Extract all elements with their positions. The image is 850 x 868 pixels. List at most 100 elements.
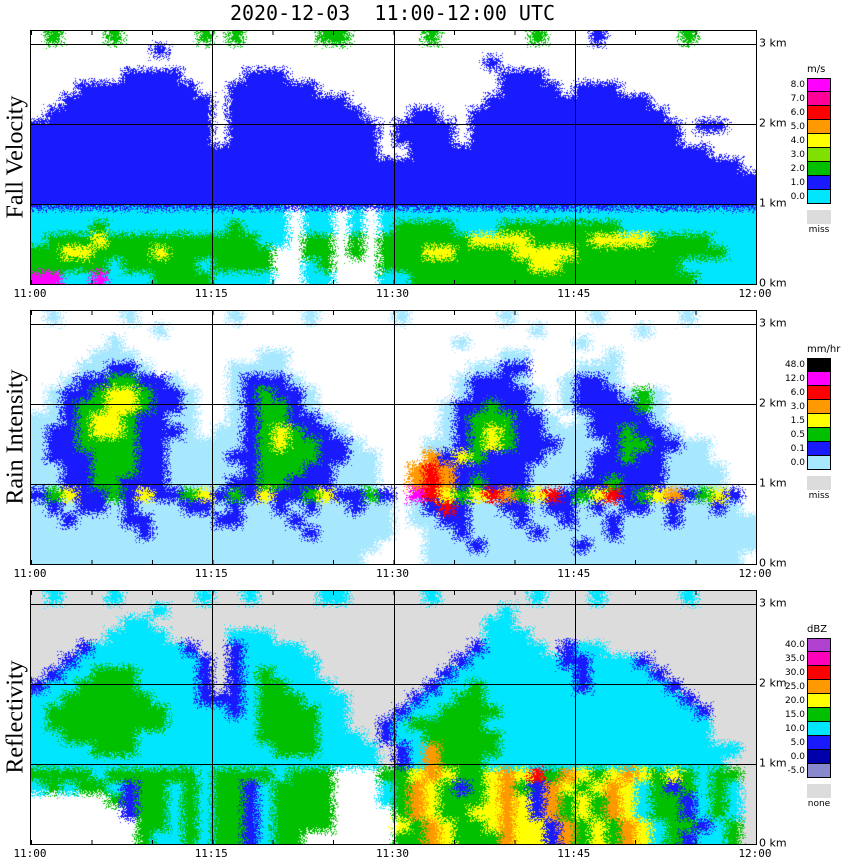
legend-color-swatch <box>807 708 831 722</box>
legend-entry-label: 15.0 <box>784 710 805 720</box>
y-axis-label: Rain Intensity <box>2 369 29 505</box>
legend-entries: 8.0 7.0 6.0 5.0 4.0 3.0 2.0 1.0 0.0 <box>783 78 839 204</box>
legend-entry: 2.0 <box>783 162 839 176</box>
legend-entry: 10.0 <box>783 722 839 736</box>
km-tick-label: 1 km <box>759 196 787 210</box>
legend-color-swatch <box>807 736 831 750</box>
legend-missing-swatch <box>807 784 831 798</box>
km-tick-label: 3 km <box>759 316 787 330</box>
figure-title: 2020-12-03 11:00-12:00 UTC <box>229 1 556 25</box>
legend-color-swatch <box>807 386 831 400</box>
x-tick-label: 11:00 <box>13 847 47 860</box>
km-tick-label: 0 km <box>759 276 787 290</box>
grid-line-vertical <box>212 311 213 564</box>
legend-entry-label: 5.0 <box>790 122 805 132</box>
grid-line-vertical <box>394 31 395 284</box>
x-tick-label: 12:00 <box>738 567 772 580</box>
tick-marks-bottom <box>31 280 756 284</box>
legend-missing-label: miss <box>808 225 830 235</box>
tick-marks-top <box>31 591 756 595</box>
plot-area <box>30 590 757 845</box>
y-axis-label: Fall Velocity <box>2 95 29 219</box>
legend-entry-label: 4.0 <box>790 136 805 146</box>
legend-entry: 5.0 <box>783 120 839 134</box>
plot-area <box>30 30 757 285</box>
legend-entry-label: 1.0 <box>790 178 805 188</box>
legend-color-swatch <box>807 680 831 694</box>
legend-color-swatch <box>807 442 831 456</box>
grid-line-vertical <box>394 311 395 564</box>
legend-entry: 30.0 <box>783 666 839 680</box>
legend-entry-label: 10.0 <box>784 724 805 734</box>
legend-entry: 0.0 <box>783 750 839 764</box>
km-tick-label: 0 km <box>759 556 787 570</box>
legend-color-swatch <box>807 428 831 442</box>
grid-line-horizontal <box>31 204 756 205</box>
grid-line-vertical <box>575 591 576 844</box>
time-tick-labels: 11:00 11:15 11:30 11:45 12:00 <box>0 847 790 861</box>
km-tick-label: 2 km <box>759 396 787 410</box>
legend-missing <box>783 476 839 490</box>
legend-entry-label: 6.0 <box>790 388 805 398</box>
legend-entry-label: 35.0 <box>784 654 805 664</box>
grid-line-horizontal <box>31 604 756 605</box>
legend-entry: 25.0 <box>783 680 839 694</box>
legend-entry-label: 20.0 <box>784 696 805 706</box>
legend-entry: -5.0 <box>783 764 839 778</box>
legend-entries: 40.0 35.0 30.0 25.0 20.0 15.0 10.0 5.0 0.0 -5.0 <box>783 638 839 778</box>
x-tick-label: 11:30 <box>375 847 410 860</box>
grid-line-horizontal <box>31 124 756 125</box>
legend-entry-label: 0.1 <box>790 444 805 454</box>
height-tick-labels: 3 km 2 km 1 km 0 km <box>759 30 793 290</box>
x-tick-label: 11:45 <box>557 287 591 300</box>
km-tick-label: 0 km <box>759 836 787 850</box>
km-tick-label: 2 km <box>759 676 787 690</box>
legend-color-swatch <box>807 120 831 134</box>
grid-line-vertical <box>394 591 395 844</box>
grid-line-horizontal <box>31 684 756 685</box>
x-tick-label: 11:00 <box>13 567 47 580</box>
height-tick-labels: 3 km 2 km 1 km 0 km <box>759 310 793 570</box>
legend-unit-label: m/s <box>807 64 826 75</box>
legend-color-swatch <box>807 372 831 386</box>
legend-entry-label: 3.0 <box>790 150 805 160</box>
legend-entry: 35.0 <box>783 652 839 666</box>
height-tick-labels: 3 km 2 km 1 km 0 km <box>759 590 793 850</box>
x-tick-label: 11:30 <box>375 567 410 580</box>
legend-color-swatch <box>807 456 831 470</box>
legend-entry: 20.0 <box>783 694 839 708</box>
legend-entry: 40.0 <box>783 638 839 652</box>
legend-entry: 7.0 <box>783 92 839 106</box>
km-tick-label: 3 km <box>759 36 787 50</box>
heatmap-canvas <box>31 31 756 284</box>
legend-entry-label: 0.0 <box>790 192 805 202</box>
legend-entry: 0.0 <box>783 190 839 204</box>
legend-entry-label: 48.0 <box>784 360 805 370</box>
legend-color-swatch <box>807 400 831 414</box>
legend-entry-label: 8.0 <box>790 80 805 90</box>
legend-entry-label: 0.0 <box>790 458 805 468</box>
legend-entry-label: 3.0 <box>790 402 805 412</box>
legend-color-swatch <box>807 764 831 778</box>
legend-entry-label: 25.0 <box>784 682 805 692</box>
x-tick-label: 11:45 <box>557 567 591 580</box>
legend-missing-label: miss <box>808 491 830 501</box>
legend-color-swatch <box>807 162 831 176</box>
x-tick-label: 11:15 <box>194 287 228 300</box>
legend-color-swatch <box>807 134 831 148</box>
legend-entries: 48.0 12.0 6.0 3.0 1.5 0.5 0.1 0.0 <box>783 358 839 470</box>
legend-entry-label: 7.0 <box>790 94 805 104</box>
legend-color-swatch <box>807 722 831 736</box>
legend-entry: 0.5 <box>783 428 839 442</box>
legend-entry-label: 1.5 <box>790 416 805 426</box>
legend-entry: 15.0 <box>783 708 839 722</box>
legend-color-swatch <box>807 750 831 764</box>
legend-entry-label: 2.0 <box>790 164 805 174</box>
km-tick-label: 2 km <box>759 116 787 130</box>
panel-reflectivity: Reflectivity 3 km 2 km 1 km 0 km 11:00 11:15… <box>0 590 850 868</box>
grid-line-horizontal <box>31 764 756 765</box>
x-tick-label: 12:00 <box>738 847 772 860</box>
legend-missing <box>783 784 839 798</box>
legend-entry: 4.0 <box>783 134 839 148</box>
